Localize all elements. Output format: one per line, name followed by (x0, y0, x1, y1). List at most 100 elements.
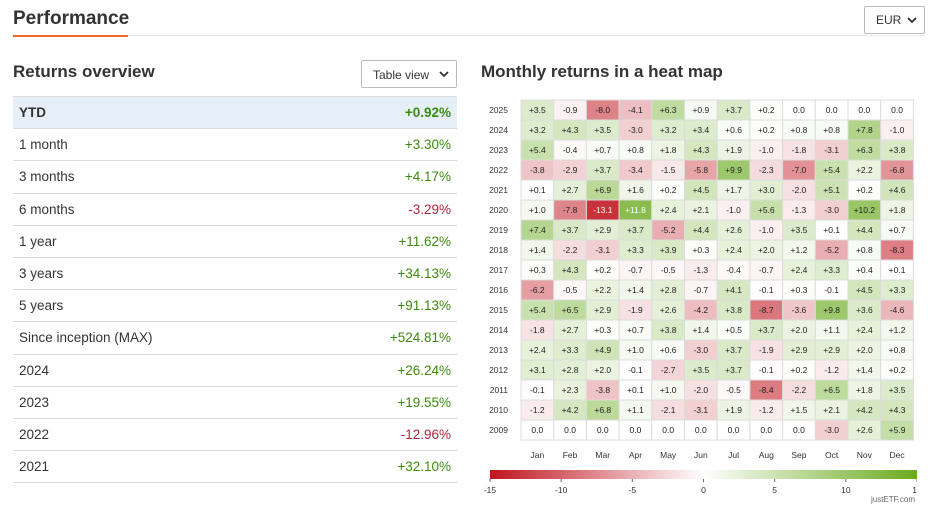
month-label: Nov (857, 450, 873, 460)
heatmap-cell-label: -2.3 (759, 165, 774, 175)
period-label: 2023 (13, 386, 309, 419)
heatmap-cell-label: -1.8 (530, 325, 545, 335)
heatmap-cell-label: +2.8 (562, 365, 579, 375)
heatmap-cell-label: -5.2 (661, 225, 676, 235)
heatmap-cell-label: -1.2 (759, 405, 774, 415)
heatmap-cell-label: +2.7 (562, 185, 579, 195)
heatmap-cell-label: +2.4 (725, 245, 742, 255)
heatmap-cell-label: -3.4 (628, 165, 643, 175)
view-select[interactable]: Table view (361, 60, 457, 88)
heatmap-cell-label: -1.5 (661, 165, 676, 175)
table-row: 2023 +19.55% (13, 386, 457, 419)
heatmap-cell-label: +0.3 (594, 325, 611, 335)
heatmap-cell-label: +0.4 (856, 265, 873, 275)
heatmap-cell-label: +3.8 (889, 145, 906, 155)
year-label: 2023 (489, 145, 508, 155)
heatmap-cell-label: +0.2 (856, 185, 873, 195)
heatmap-cell-label: +0.1 (529, 185, 546, 195)
heatmap-cell-label: -0.9 (563, 105, 578, 115)
heatmap-cell-label: +9.9 (725, 165, 742, 175)
heatmap-cell-label: +0.7 (594, 145, 611, 155)
heatmap-cell-label: -0.1 (759, 365, 774, 375)
heatmap-cell-label: +6.9 (594, 185, 611, 195)
heatmap-cell-label: +1.2 (889, 325, 906, 335)
year-label: 2013 (489, 345, 508, 355)
heatmap-cell-label: -8.7 (759, 305, 774, 315)
return-value: +0.92% (308, 95, 457, 130)
heatmap-cell-label: +0.3 (791, 285, 808, 295)
heatmap-cell-label: +1.0 (529, 205, 546, 215)
period-label: Since inception (MAX) (13, 321, 309, 355)
heatmap-cell-label: -6.2 (530, 285, 545, 295)
heatmap-cell-label: +3.3 (823, 265, 840, 275)
heatmap-cell-label: 0.0 (564, 425, 576, 435)
year-label: 2012 (489, 365, 508, 375)
heatmap-cell-label: +3.8 (725, 305, 742, 315)
heatmap-cell-label: 0.0 (858, 105, 870, 115)
heatmap-cell-label: +2.1 (823, 405, 840, 415)
month-label: Jan (530, 450, 544, 460)
heatmap-cell-label: 0.0 (695, 425, 707, 435)
heatmap-cell-label: -7.8 (563, 205, 578, 215)
currency-select-value: EUR (876, 13, 902, 27)
heatmap-cell-label: -4.1 (628, 105, 643, 115)
return-value: +19.55% (308, 386, 457, 419)
chevron-down-icon (439, 71, 449, 78)
heatmap-cell-label: 0.0 (728, 425, 740, 435)
heatmap-cell-label: +1.4 (692, 325, 709, 335)
heatmap-cell-label: +0.8 (889, 345, 906, 355)
heatmap-cell-label: -2.2 (563, 245, 578, 255)
year-label: 2011 (490, 385, 509, 395)
heatmap-cell-label: -1.3 (694, 265, 709, 275)
year-label: 2014 (489, 325, 508, 335)
heatmap-cell-label: -3.0 (628, 125, 643, 135)
heatmap-cell-label: +0.1 (889, 265, 906, 275)
heatmap-cell-label: +3.5 (529, 105, 546, 115)
heatmap-cell-label: +1.8 (856, 385, 873, 395)
heatmap-cell-label: +6.3 (660, 105, 677, 115)
heatmap-cell-label: +2.1 (692, 205, 709, 215)
heatmap-cell-label: +3.5 (692, 365, 709, 375)
year-label: 2019 (489, 225, 508, 235)
scale-tick-label: 10 (841, 485, 851, 495)
heatmap-cell-label: +6.8 (594, 405, 611, 415)
heatmap-cell-label: +3.9 (660, 245, 677, 255)
heatmap-cell-label: -2.2 (792, 385, 807, 395)
heatmap-cell-label: +4.5 (692, 185, 709, 195)
heatmap-cell-label: +6.5 (823, 385, 840, 395)
heatmap-cell-label: +3.7 (725, 365, 742, 375)
year-label: 2022 (489, 165, 508, 175)
heatmap-cell-label: -1.2 (530, 405, 545, 415)
year-label: 2010 (489, 405, 508, 415)
heatmap-cell-label: -3.1 (824, 145, 839, 155)
heatmap-cell-label: -1.9 (759, 345, 774, 355)
heatmap-cell-label: +7.4 (529, 225, 546, 235)
heatmap-cell-label: +2.9 (594, 305, 611, 315)
heatmap-cell-label: +1.9 (725, 405, 742, 415)
return-value: -12.96% (308, 418, 457, 452)
heatmap-cell-label: +5.4 (823, 165, 840, 175)
return-value: +4.17% (308, 160, 457, 194)
month-label: Feb (563, 450, 578, 460)
heatmap-cell-label: +0.3 (692, 245, 709, 255)
heatmap-cell-label: -2.9 (563, 165, 578, 175)
month-label: Sep (791, 450, 806, 460)
heatmap-cell-label: +2.0 (791, 325, 808, 335)
heatmap-cell-label: -2.0 (792, 185, 807, 195)
heatmap-cell-label: +6.3 (856, 145, 873, 155)
heatmap-cell-label: +1.1 (823, 325, 840, 335)
heatmap-cell-label: +9.8 (823, 305, 840, 315)
heatmap-cell-label: +2.4 (856, 325, 873, 335)
heatmap-cell-label: 0.0 (793, 105, 805, 115)
heatmap-cell-label: -1.8 (792, 145, 807, 155)
period-label: 1 month (13, 128, 309, 162)
heatmap-cell-label: +2.0 (758, 245, 775, 255)
table-row: 3 months +4.17% (13, 160, 457, 194)
heatmap-cell-label: +2.3 (562, 385, 579, 395)
heatmap-cell-label: +3.2 (660, 125, 677, 135)
currency-select[interactable]: EUR (864, 6, 925, 34)
heatmap-cell-label: +4.4 (692, 225, 709, 235)
heatmap-cell-label: +2.2 (856, 165, 873, 175)
heatmap-cell-label: +2.6 (660, 305, 677, 315)
heatmap-cell-label: -3.8 (530, 165, 545, 175)
